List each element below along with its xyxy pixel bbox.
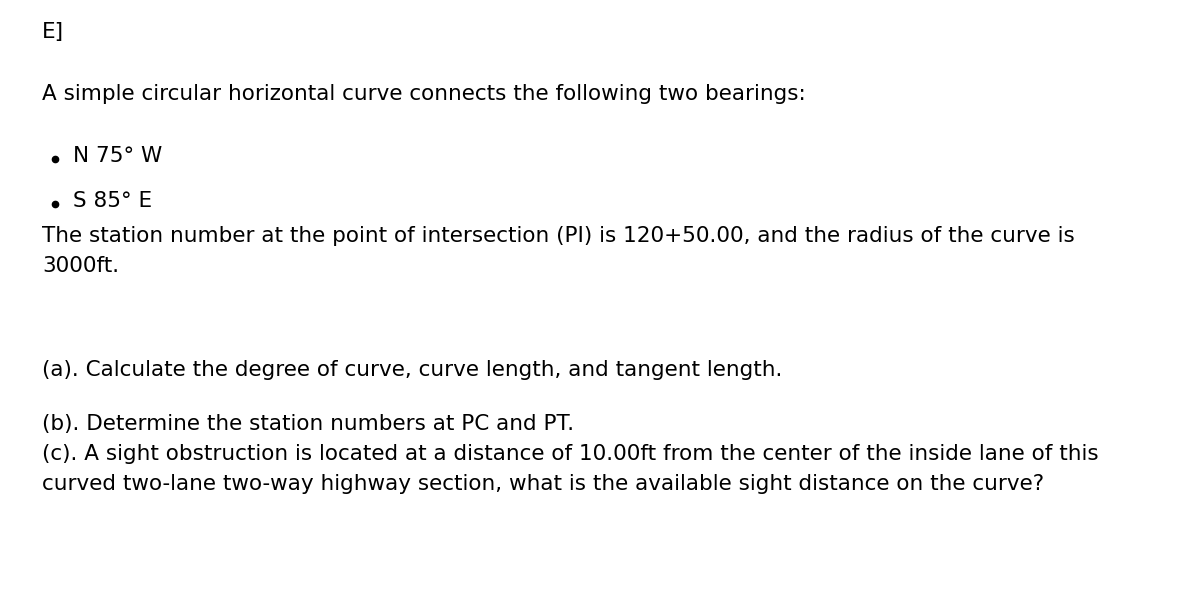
Text: A simple circular horizontal curve connects the following two bearings:: A simple circular horizontal curve conne… — [42, 84, 805, 104]
Text: (b). Determine the station numbers at PC and PT.: (b). Determine the station numbers at PC… — [42, 414, 574, 434]
Text: S 85° E: S 85° E — [73, 191, 152, 211]
Text: E]: E] — [42, 22, 64, 42]
Text: N 75° W: N 75° W — [73, 146, 162, 166]
Text: (c). A sight obstruction is located at a distance of 10.00ft from the center of : (c). A sight obstruction is located at a… — [42, 444, 1099, 494]
Text: (a). Calculate the degree of curve, curve length, and tangent length.: (a). Calculate the degree of curve, curv… — [42, 360, 782, 380]
Text: The station number at the point of intersection (PI) is 120+50.00, and the radiu: The station number at the point of inter… — [42, 227, 1075, 276]
